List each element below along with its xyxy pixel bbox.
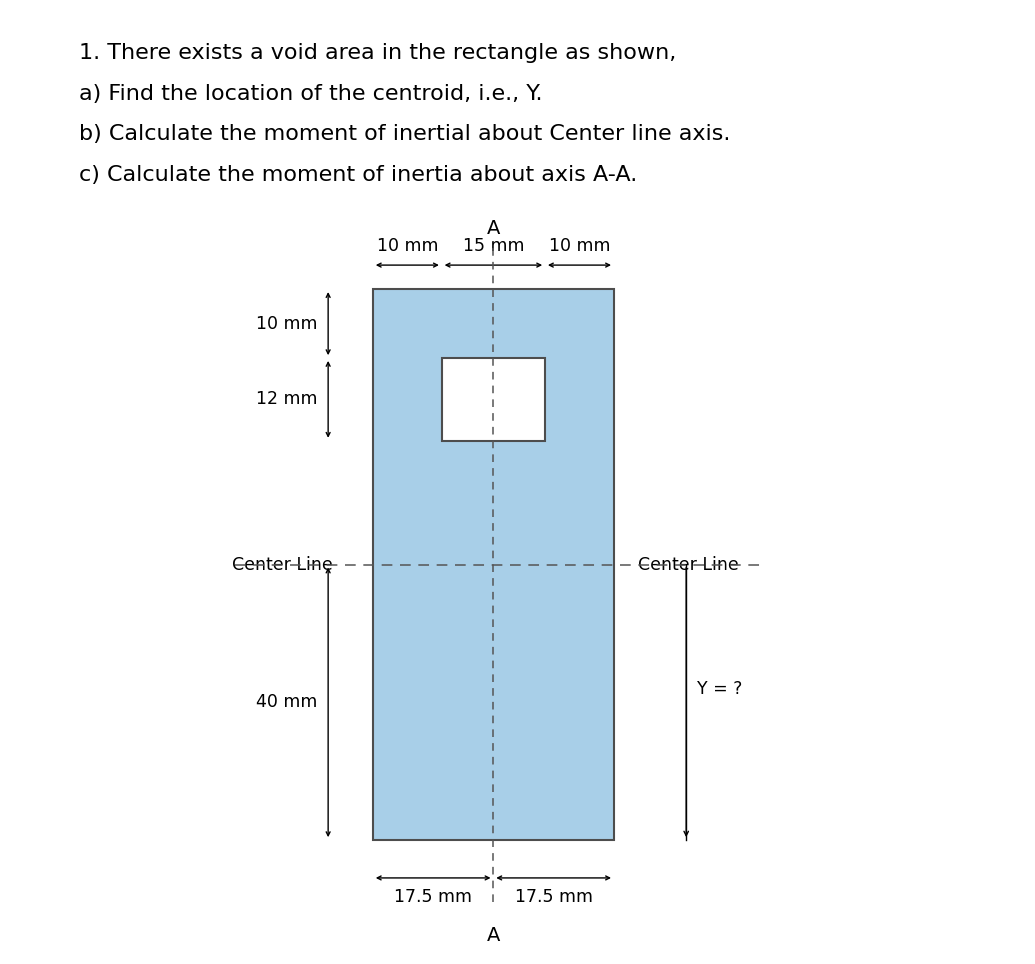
- Text: 17.5 mm: 17.5 mm: [514, 888, 593, 906]
- Text: b) Calculate the moment of inertial about Center line axis.: b) Calculate the moment of inertial abou…: [79, 124, 730, 145]
- Text: c) Calculate the moment of inertia about axis A-A.: c) Calculate the moment of inertia about…: [79, 165, 637, 185]
- Text: a) Find the location of the centroid, i.e., Y.: a) Find the location of the centroid, i.…: [79, 84, 542, 104]
- Text: A: A: [486, 926, 500, 945]
- Text: 15 mm: 15 mm: [463, 237, 524, 254]
- Bar: [442, 358, 545, 441]
- Text: 40 mm: 40 mm: [257, 693, 318, 711]
- Text: 17.5 mm: 17.5 mm: [394, 888, 472, 906]
- Text: 10 mm: 10 mm: [257, 314, 318, 333]
- Text: 1. There exists a void area in the rectangle as shown,: 1. There exists a void area in the recta…: [79, 43, 676, 64]
- Text: Center Line: Center Line: [232, 555, 332, 574]
- Text: Center Line: Center Line: [638, 555, 739, 574]
- Bar: [373, 289, 614, 840]
- Text: A: A: [486, 219, 500, 237]
- Text: 10 mm: 10 mm: [549, 237, 611, 254]
- Text: 12 mm: 12 mm: [257, 390, 318, 409]
- Text: Y = ?: Y = ?: [697, 680, 742, 698]
- Text: 10 mm: 10 mm: [377, 237, 438, 254]
